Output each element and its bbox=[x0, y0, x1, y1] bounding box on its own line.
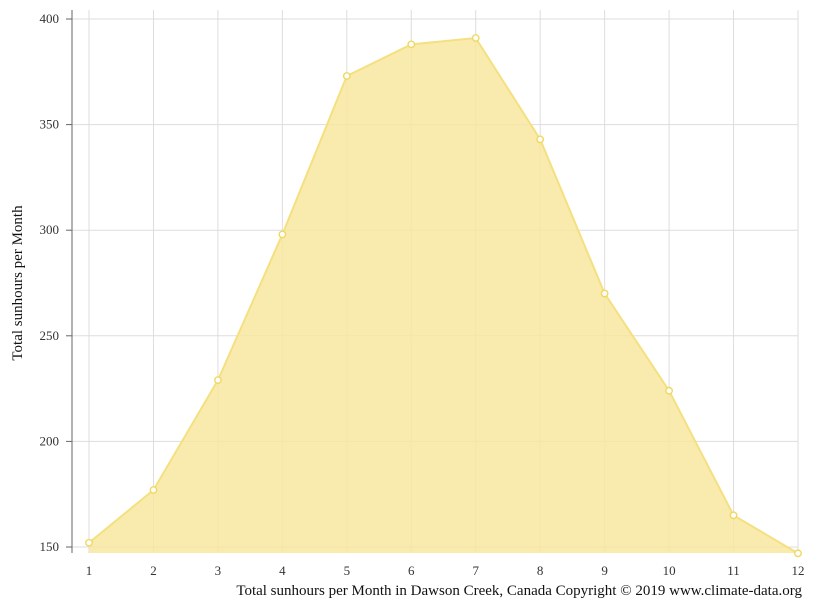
data-point-6 bbox=[407, 40, 416, 49]
y-tick-label-350: 350 bbox=[40, 117, 60, 132]
x-tick-label-8: 8 bbox=[537, 563, 544, 578]
x-tick-label-9: 9 bbox=[601, 563, 608, 578]
data-point-4 bbox=[278, 230, 287, 239]
area-series-line bbox=[88, 36, 799, 555]
x-tick-label-10: 10 bbox=[663, 563, 676, 578]
y-axis-title: Total sunhours per Month bbox=[10, 205, 26, 361]
y-tick-label-200: 200 bbox=[40, 433, 60, 448]
y-axis-ticks: 150 200 250 300 350 400 bbox=[40, 11, 72, 554]
area-series-fill bbox=[89, 38, 798, 554]
y-tick-label-400: 400 bbox=[40, 11, 60, 26]
x-tick-label-2: 2 bbox=[150, 563, 157, 578]
x-tick-label-1: 1 bbox=[86, 563, 93, 578]
x-axis-ticks: 1 2 3 4 5 6 7 8 9 10 11 12 bbox=[86, 563, 805, 578]
x-tick-label-5: 5 bbox=[344, 563, 351, 578]
x-tick-label-12: 12 bbox=[792, 563, 805, 578]
data-point-2 bbox=[149, 486, 158, 494]
data-point-1 bbox=[85, 538, 93, 547]
data-point-7 bbox=[471, 34, 480, 42]
data-point-9 bbox=[600, 289, 609, 298]
x-tick-label-11: 11 bbox=[727, 563, 740, 578]
x-tick-label-4: 4 bbox=[279, 563, 286, 578]
data-point-10 bbox=[665, 386, 673, 395]
data-point-5 bbox=[342, 72, 351, 80]
y-tick-label-150: 150 bbox=[40, 539, 60, 554]
x-tick-label-6: 6 bbox=[408, 563, 415, 578]
data-point-12 bbox=[794, 549, 802, 558]
data-point-3 bbox=[214, 376, 222, 385]
data-point-11 bbox=[729, 511, 738, 520]
y-tick-label-250: 250 bbox=[40, 328, 60, 343]
x-tick-label-7: 7 bbox=[472, 563, 479, 578]
chart-caption: Total sunhours per Month in Dawson Creek… bbox=[236, 583, 802, 599]
data-markers bbox=[85, 34, 802, 558]
x-tick-label-3: 3 bbox=[215, 563, 222, 578]
data-point-8 bbox=[536, 135, 545, 144]
y-tick-label-300: 300 bbox=[40, 222, 60, 237]
